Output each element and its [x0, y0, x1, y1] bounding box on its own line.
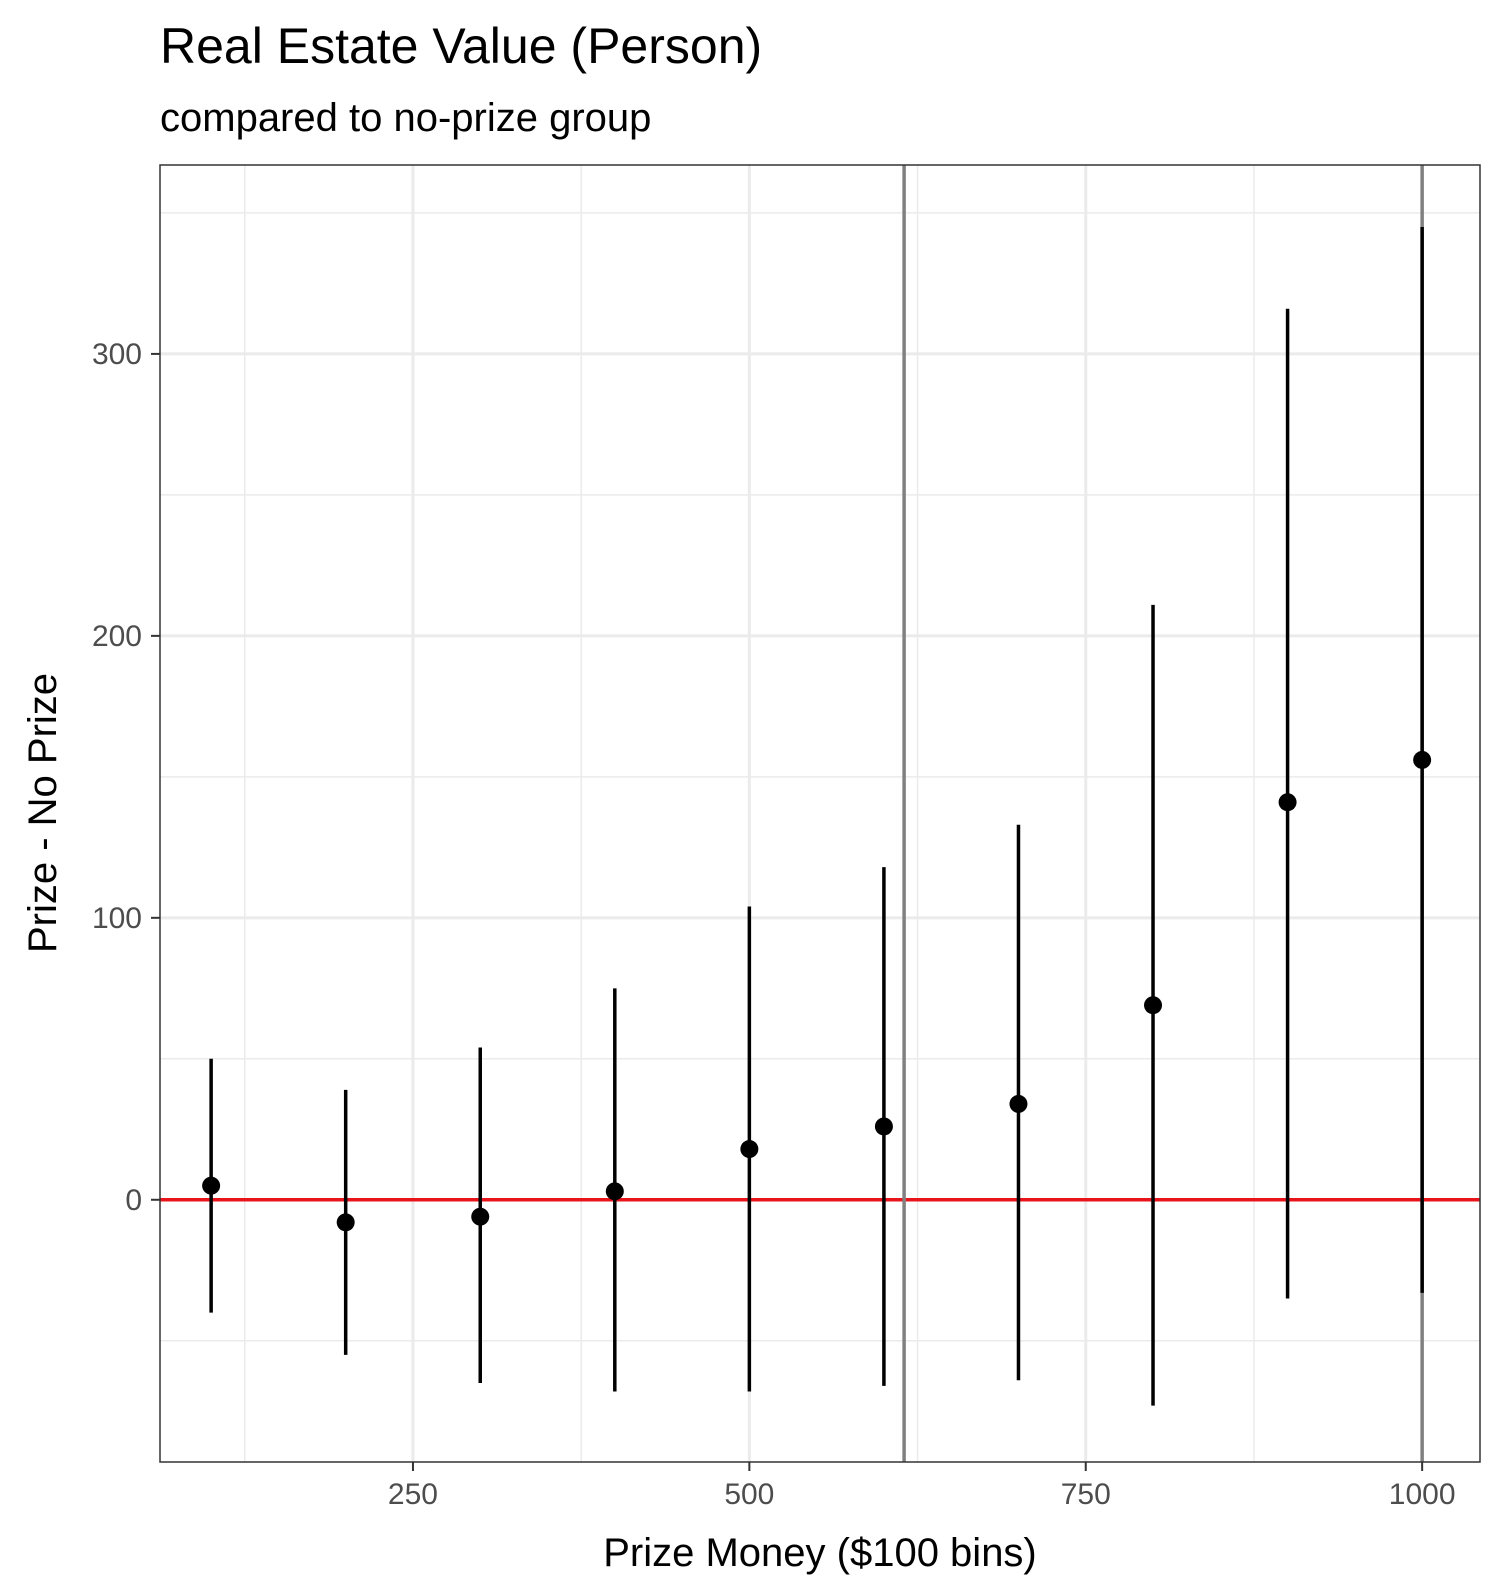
data-point [1009, 1094, 1028, 1113]
data-point [1413, 750, 1432, 769]
x-tick-label: 1000 [1389, 1478, 1456, 1511]
x-axis-title: Prize Money ($100 bins) [603, 1531, 1037, 1575]
data-point [1144, 996, 1163, 1015]
axis-ticks: 250 500 750 1000 0 100 200 300 [92, 338, 1456, 1511]
y-tick-label: 300 [92, 338, 142, 371]
data-point [1278, 793, 1297, 812]
data-point [202, 1176, 221, 1195]
x-tick-label: 500 [724, 1478, 774, 1511]
data-point [336, 1213, 355, 1232]
data-point [605, 1182, 624, 1201]
y-tick-label: 200 [92, 620, 142, 653]
chart-title: Real Estate Value (Person) [160, 18, 762, 74]
chart-subtitle: compared to no-prize group [160, 96, 651, 140]
plot-border [159, 164, 1481, 1463]
y-tick-label: 0 [125, 1184, 142, 1217]
data-point [874, 1117, 893, 1136]
data-marks [202, 227, 1432, 1406]
data-point [471, 1207, 490, 1226]
plot-background [160, 165, 1480, 1462]
data-point [740, 1140, 759, 1159]
y-axis-title: Prize - No Prize [21, 673, 65, 953]
y-tick-label: 100 [92, 902, 142, 935]
x-tick-label: 750 [1061, 1478, 1111, 1511]
x-tick-label: 250 [388, 1478, 438, 1511]
